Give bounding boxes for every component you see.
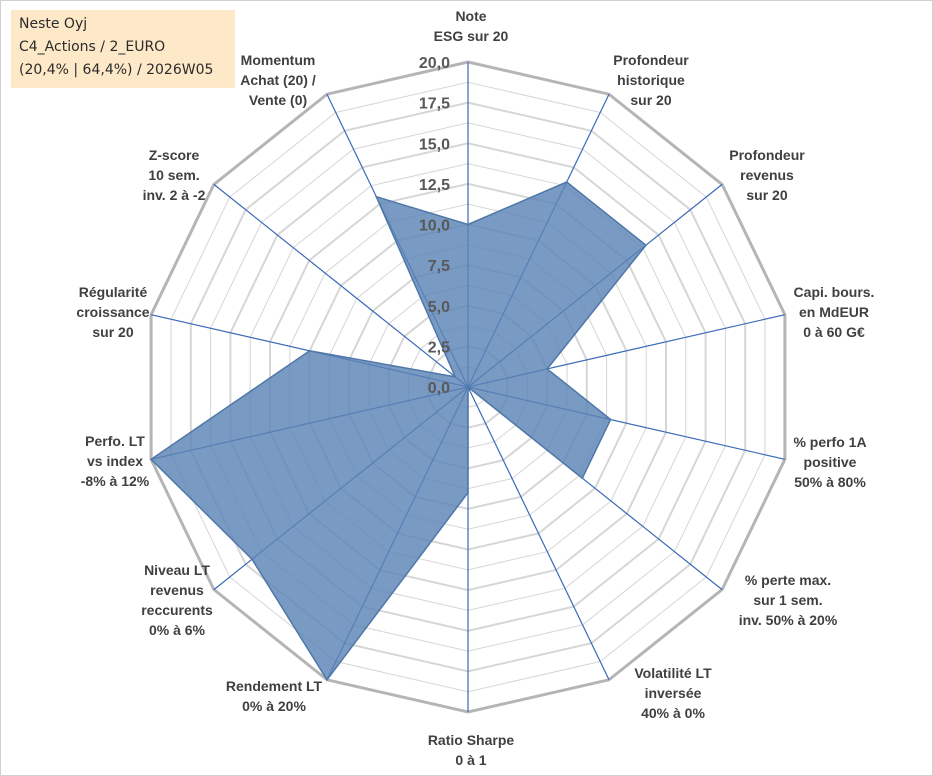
- axis-label-line: en MdEUR: [799, 304, 869, 320]
- info-category: C4_Actions / 2_EURO: [19, 39, 166, 55]
- radar-spoke: [467, 386, 610, 681]
- series-area: [149, 181, 647, 682]
- axis-label-line: 0% à 20%: [242, 698, 306, 714]
- info-company-name: Neste Oyj: [19, 16, 88, 32]
- axis-label: % perte max. sur 1 sem. inv. 50% à 20%: [739, 572, 838, 628]
- axis-label-line: sur 1 sem.: [753, 592, 822, 608]
- axis-label-line: % perte max.: [745, 572, 831, 588]
- axis-label-line: 0% à 6%: [149, 622, 206, 638]
- axis-label: Régularité croissance sur 20: [76, 284, 149, 340]
- axis-label: Profondeur revenus sur 20: [729, 147, 805, 203]
- axis-label-line: inv. 50% à 20%: [739, 612, 838, 628]
- tick-label: 2,5: [428, 339, 450, 356]
- axis-label: Z-score 10 sem. inv. 2 à -2: [143, 147, 206, 203]
- axis-label-line: Volatilité LT: [634, 665, 712, 681]
- radar-spoke: [213, 183, 469, 388]
- radar-tick-labels: 0,0 2,5 5,0 7,5 10,0 12,5 15,0 17,5 20,0: [419, 55, 450, 397]
- axis-label-line: vs index: [87, 453, 143, 469]
- axis-label-line: inv. 2 à -2: [143, 187, 206, 203]
- tick-label: 0,0: [428, 380, 450, 397]
- axis-label-line: 50% à 80%: [794, 474, 866, 490]
- axis-label-line: Perfo. LT: [85, 433, 145, 449]
- axis-label-line: Note: [455, 8, 486, 24]
- axis-label: Niveau LT revenus reccurents 0% à 6%: [141, 562, 213, 638]
- axis-label-line: Z-score: [149, 147, 200, 163]
- tick-label: 7,5: [428, 258, 450, 275]
- axis-label-line: historique: [617, 72, 685, 88]
- axis-label-line: Niveau LT: [144, 562, 210, 578]
- axis-label-line: reccurents: [141, 602, 213, 618]
- axis-label-line: Régularité: [79, 284, 148, 300]
- axis-label-line: 10 sem.: [148, 167, 199, 183]
- axis-label-line: revenus: [150, 582, 204, 598]
- axis-label-line: Profondeur: [613, 52, 689, 68]
- axis-label-line: Momentum: [241, 52, 316, 68]
- axis-label-line: Vente (0): [249, 92, 307, 108]
- axis-label: % perfo 1A positive 50% à 80%: [793, 434, 866, 490]
- radar-series: [149, 181, 647, 682]
- axis-label-line: positive: [804, 454, 857, 470]
- axis-label-line: Rendement LT: [226, 678, 323, 694]
- axis-label-line: inversée: [645, 685, 702, 701]
- tick-label: 10,0: [419, 218, 450, 235]
- axis-label: Note ESG sur 20: [434, 8, 509, 44]
- axis-label-line: sur 20: [92, 324, 133, 340]
- tick-label: 12,5: [419, 177, 450, 194]
- axis-label-line: sur 20: [630, 92, 671, 108]
- axis-label-line: sur 20: [746, 187, 787, 203]
- axis-label: Ratio Sharpe 0 à 1: [428, 732, 515, 768]
- axis-label-line: Capi. bours.: [794, 284, 875, 300]
- axis-label: Rendement LT 0% à 20%: [226, 678, 323, 714]
- axis-label-line: Ratio Sharpe: [428, 732, 515, 748]
- axis-label-line: 0 à 1: [455, 752, 486, 768]
- tick-label: 20,0: [419, 55, 450, 72]
- axis-label-line: croissance: [76, 304, 149, 320]
- radar-axis-labels: Note ESG sur 20 Profondeur historique sur 20…: [76, 8, 874, 768]
- axis-label-line: % perfo 1A: [793, 434, 866, 450]
- axis-label: Volatilité LT inversée 40% à 0%: [634, 665, 712, 721]
- tick-label: 17,5: [419, 96, 450, 113]
- tick-label: 15,0: [419, 136, 450, 153]
- axis-label-line: revenus: [740, 167, 794, 183]
- tick-label: 5,0: [428, 299, 450, 316]
- info-box: Neste Oyj C4_Actions / 2_EURO (20,4% | 6…: [11, 10, 235, 88]
- axis-label: Profondeur historique sur 20: [613, 52, 689, 108]
- axis-label-line: ESG sur 20: [434, 28, 509, 44]
- axis-label-line: -8% à 12%: [81, 473, 150, 489]
- axis-label-line: 0 à 60 G€: [803, 324, 865, 340]
- axis-label: Perfo. LT vs index -8% à 12%: [81, 433, 150, 489]
- info-stats-week: (20,4% | 64,4%) / 2026W05: [19, 62, 214, 78]
- axis-label: Momentum Achat (20) / Vente (0): [240, 52, 316, 108]
- axis-label-line: Achat (20) /: [240, 72, 316, 88]
- axis-label-line: 40% à 0%: [641, 705, 705, 721]
- axis-label-line: Profondeur: [729, 147, 805, 163]
- axis-label: Capi. bours. en MdEUR 0 à 60 G€: [794, 284, 875, 340]
